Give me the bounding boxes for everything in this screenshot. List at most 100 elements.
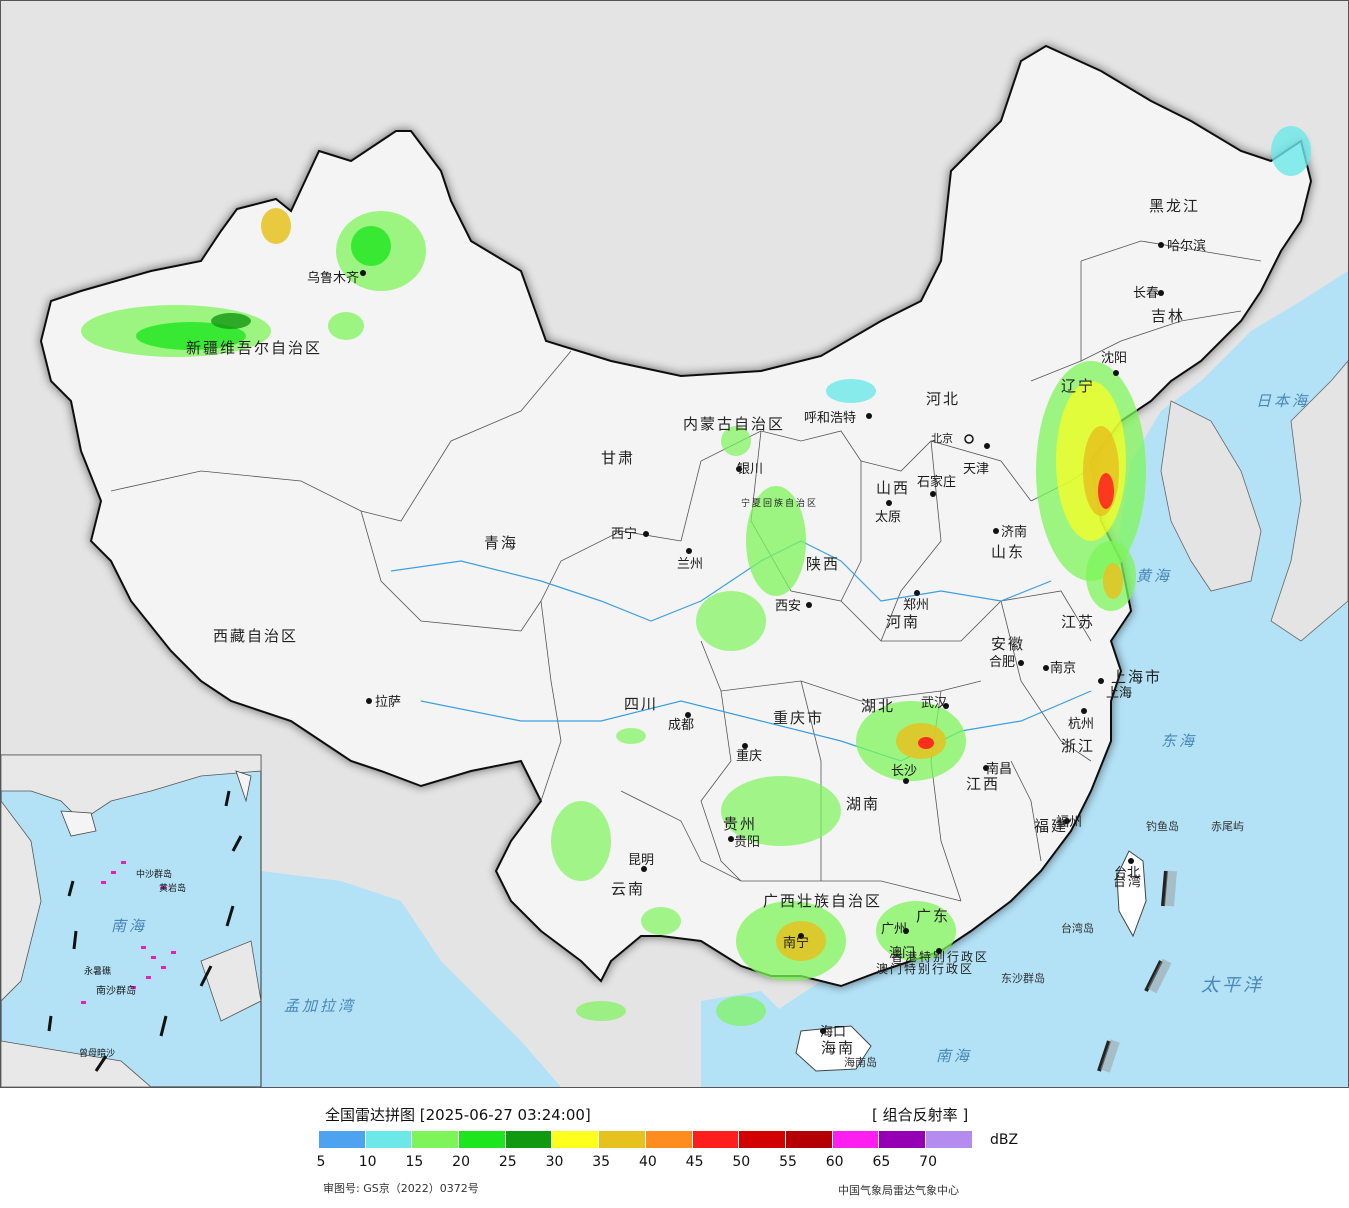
- color-swatch: [412, 1131, 460, 1148]
- city-label: 长沙: [891, 764, 917, 779]
- city-label: 重庆: [736, 748, 762, 764]
- province-label: 新疆维吾尔自治区: [186, 339, 322, 357]
- city-label: 西宁: [611, 526, 637, 542]
- color-swatch: [739, 1131, 786, 1148]
- province-label: 海南: [821, 1039, 855, 1057]
- scale-tick-label: 60: [825, 1154, 844, 1170]
- city-label: 广州: [881, 922, 907, 937]
- legend-title: 全国雷达拼图 [2025-06-27 03:24:00]: [325, 1106, 591, 1124]
- island-label: 永暑礁: [84, 965, 111, 977]
- color-swatch: [459, 1131, 506, 1148]
- city-label: 武汉: [921, 696, 947, 711]
- province-label: 湖南: [846, 795, 880, 813]
- city-label: 成都: [668, 718, 694, 733]
- province-label: 西藏自治区: [213, 627, 298, 645]
- city-label: 上海: [1106, 686, 1132, 701]
- island-label: 钓鱼岛: [1146, 819, 1179, 833]
- province-label: 江西: [966, 775, 1000, 793]
- city-label: 贵阳: [734, 835, 760, 850]
- city-label: 天津: [963, 462, 989, 477]
- province-label: 重庆市: [773, 709, 824, 727]
- province-label: 河北: [926, 390, 960, 408]
- color-swatch: [365, 1131, 413, 1148]
- sea-label: 日本海: [1256, 392, 1310, 410]
- province-label: 山西: [876, 479, 910, 497]
- island-label: 曾母暗沙: [79, 1047, 115, 1059]
- radar-map[interactable]: 新疆维吾尔自治区 西藏自治区 青海 甘肃 内蒙古自治区 宁夏回族自治区 陕西 山…: [0, 0, 1349, 1088]
- province-label: 山东: [991, 543, 1025, 561]
- province-label: 福建: [1034, 817, 1068, 835]
- city-label: 北京: [931, 431, 953, 445]
- scale-tick-label: 65: [872, 1154, 891, 1170]
- sea-label: 孟加拉湾: [284, 997, 356, 1015]
- scale-tick-label: 50: [732, 1154, 751, 1170]
- color-swatch: [785, 1131, 833, 1148]
- sea-label: 南海: [111, 917, 147, 935]
- nine-dash-shadow: [1100, 870, 1177, 1073]
- city-label: 昆明: [628, 853, 654, 868]
- taiwan-island: [1116, 850, 1147, 938]
- source-agency: 中国气象局雷达气象中心: [838, 1184, 959, 1197]
- province-boundaries: [110, 240, 1262, 902]
- city-label: 银川: [737, 462, 763, 477]
- color-swatch: [599, 1131, 646, 1148]
- city-label: 济南: [1001, 524, 1027, 540]
- city-label: 海口: [820, 1025, 846, 1040]
- scale-tick-label: 40: [638, 1154, 657, 1170]
- city-label: 沈阳: [1101, 351, 1127, 366]
- city-label: 台北: [1114, 866, 1140, 881]
- province-label: 云南: [611, 880, 645, 898]
- city-label: 长春: [1133, 286, 1159, 301]
- scale-tick-label: 10: [358, 1154, 377, 1170]
- city-label: 太原: [875, 510, 901, 525]
- province-label: 黑龙江: [1149, 197, 1200, 215]
- color-swatch: [645, 1131, 693, 1148]
- city-label: 南宁: [783, 935, 809, 951]
- scale-tick-label: 20: [452, 1154, 471, 1170]
- province-label: 辽宁: [1061, 377, 1095, 395]
- city-label: 拉萨: [375, 695, 401, 710]
- province-label: 甘肃: [601, 449, 635, 467]
- province-label: 四川: [624, 695, 658, 713]
- south-sea-inset: 中沙群岛 黄岩岛 永暑礁 南沙群岛 曾母暗沙 南海: [1, 754, 262, 1087]
- province-label: 江苏: [1061, 613, 1095, 631]
- province-label: 青海: [484, 534, 518, 552]
- city-label: 呼和浩特: [804, 411, 856, 426]
- scale-tick-label: 30: [545, 1154, 564, 1170]
- color-swatch: [879, 1131, 926, 1148]
- sea-label: 东海: [1161, 732, 1197, 750]
- scale-tick-label: 25: [498, 1154, 517, 1170]
- province-label: 河南: [886, 613, 920, 631]
- scale-tick-label: 5: [316, 1154, 326, 1170]
- city-label: 乌鲁木齐: [307, 270, 359, 286]
- province-label: 台湾: [1113, 874, 1143, 890]
- scale-tick-label: 15: [405, 1154, 424, 1170]
- city-label: 澳门: [889, 945, 915, 961]
- city-label: 西安: [775, 599, 801, 614]
- province-label: 广东: [916, 907, 950, 925]
- city-label: 郑州: [903, 598, 929, 613]
- radar-echoes: [81, 126, 1311, 1026]
- city-label: 南昌: [986, 761, 1012, 777]
- province-label: 宁夏回族自治区: [741, 497, 818, 509]
- city-label: 哈尔滨: [1167, 238, 1206, 254]
- island-label: 海南岛: [844, 1055, 877, 1069]
- island-label: 赤尾屿: [1211, 820, 1244, 833]
- color-swatch: [925, 1131, 973, 1148]
- hainan-island: [795, 1025, 872, 1072]
- city-label: 杭州: [1068, 717, 1094, 732]
- color-swatch: [319, 1131, 366, 1148]
- island-label: 中沙群岛: [136, 868, 172, 880]
- color-swatch: [692, 1131, 740, 1148]
- city-label: 福州: [1056, 815, 1082, 830]
- province-label: 安徽: [991, 635, 1025, 653]
- unit-label: dBZ: [990, 1132, 1019, 1148]
- province-label: 澳门特别行政区: [876, 961, 974, 976]
- color-swatch: [552, 1131, 600, 1148]
- province-label: 陕西: [806, 555, 840, 573]
- scale-tick-label: 55: [779, 1154, 797, 1170]
- city-label: 石家庄: [917, 474, 956, 490]
- province-label: 贵州: [723, 815, 757, 833]
- legend-panel: 全国雷达拼图 [2025-06-27 03:24:00] [ 组合反射率 ] d…: [0, 1088, 1349, 1208]
- scale-tick-label: 45: [685, 1154, 704, 1170]
